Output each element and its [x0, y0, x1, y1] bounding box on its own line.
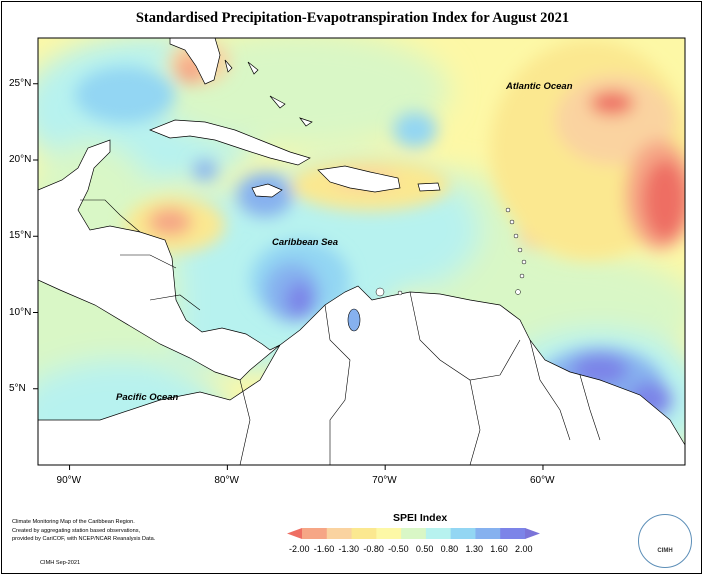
- credit-line: Climate Monitoring Map of the Caribbean …: [12, 519, 135, 525]
- lat-tick-label: 15°N: [9, 230, 32, 242]
- country-borders: [80, 199, 601, 465]
- colorbar-extension-high: [525, 528, 540, 539]
- colorbar-segment: [351, 528, 377, 539]
- credit-line: Created by aggregating station based obs…: [12, 527, 141, 534]
- lat-tick-label: 10°N: [9, 306, 32, 318]
- legend-title: SPEI Index: [393, 512, 448, 524]
- lon-tick-label: 60°W: [529, 475, 555, 486]
- colorbar-segment: [302, 528, 328, 539]
- cimh-logo: CIMH: [638, 514, 692, 568]
- land-masses: [38, 38, 685, 465]
- legend-tick-label: 1.60: [490, 544, 508, 554]
- spei-field: [38, 38, 685, 465]
- plot-border: [37, 37, 686, 466]
- legend-tick-label: 2.00: [515, 544, 533, 554]
- lon-tick-label: 80°W: [214, 475, 239, 486]
- colorbar-segment: [450, 528, 476, 539]
- lat-tick-label: 5°N: [9, 382, 26, 394]
- credit-text: Climate Monitoring Map of the Caribbean …: [12, 518, 212, 544]
- legend-tick-label: 1.30: [465, 544, 483, 554]
- colorbar-extension-low: [287, 528, 302, 539]
- lon-tick-label: 70°W: [372, 475, 397, 486]
- label-atlantic-ocean: Atlantic Ocean: [506, 81, 573, 92]
- lat-tick-label: 20°N: [9, 154, 32, 165]
- legend-tick-label: -1.60: [313, 544, 335, 554]
- credit-date: CIMH Sep-2021: [40, 560, 81, 566]
- colorbar-segment: [326, 528, 353, 539]
- label-pacific-ocean: Pacific Ocean: [116, 392, 179, 403]
- spei-colorbar: [287, 528, 540, 539]
- colorbar-segment: [475, 528, 501, 539]
- legend-tick-label: -1.30: [338, 544, 360, 554]
- lat-tick-label: 25°N: [9, 77, 32, 89]
- lesser-antilles: [375, 207, 527, 297]
- colorbar-segment: [425, 528, 452, 539]
- label-caribbean-sea: Caribbean Sea: [272, 237, 338, 248]
- colorbar-segment: [401, 528, 427, 539]
- credit-line: provided by CariCOF, with NCEP/NCAR Rean…: [12, 536, 156, 543]
- colorbar-segment: [500, 528, 526, 539]
- legend-tick-label: 0.50: [415, 544, 434, 554]
- legend-tick-label: -0.50: [388, 544, 409, 554]
- logo-text: CIMH: [657, 548, 673, 554]
- colorbar-segment: [376, 528, 402, 539]
- legend-tick-label: 0.80: [440, 544, 459, 554]
- lake-maracaibo: [347, 308, 361, 332]
- map-title: Standardised Precipitation-Evapotranspir…: [135, 10, 570, 26]
- lon-tick-label: 90°W: [56, 475, 82, 486]
- legend-tick-label: -2.00: [289, 544, 310, 554]
- legend-tick-label: -0.80: [363, 544, 384, 554]
